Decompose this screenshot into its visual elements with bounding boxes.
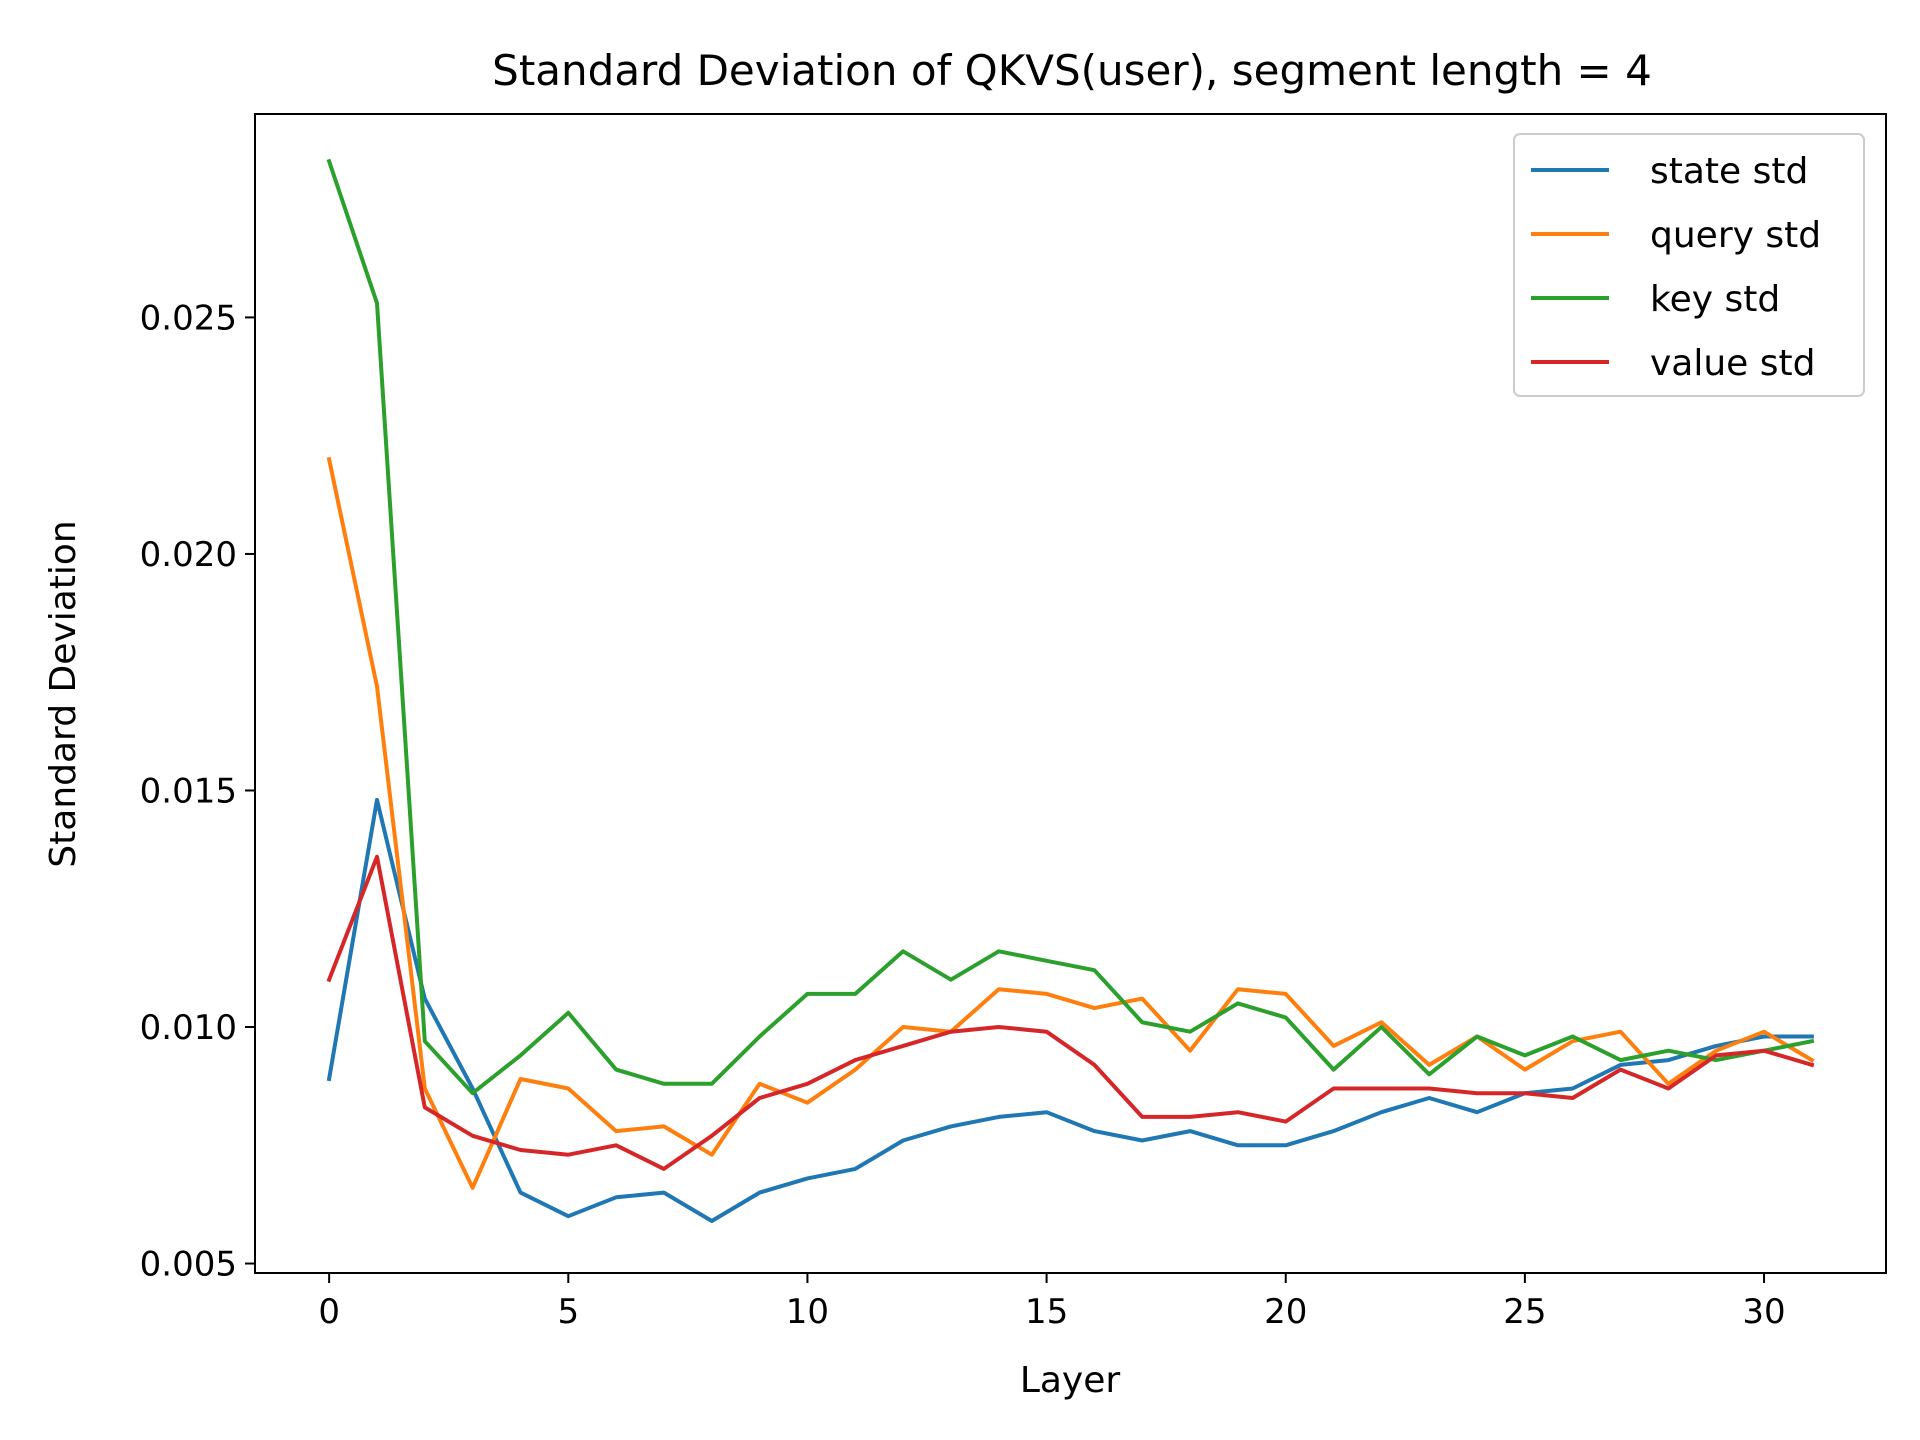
legend-item-state-std: state std [1531, 151, 1808, 192]
legend-item-query-std: query std [1531, 215, 1821, 256]
y-tick-label: 0.025 [140, 298, 237, 338]
x-tick-label: 15 [1025, 1292, 1068, 1332]
y-tick-label: 0.005 [140, 1245, 237, 1285]
x-tick-label: 10 [786, 1292, 829, 1332]
x-tick-label: 20 [1264, 1292, 1307, 1332]
series-line-query-std [326, 456, 1815, 1190]
x-tick-label: 0 [318, 1292, 340, 1332]
series-line-value-std [326, 854, 1815, 1171]
legend-item-key-std: key std [1531, 279, 1780, 320]
legend-label: value std [1650, 343, 1816, 384]
legend-label: state std [1650, 151, 1808, 192]
series-line-key-std [326, 158, 1815, 1096]
x-tick-label: 30 [1742, 1292, 1785, 1332]
y-tick-label: 0.020 [140, 535, 237, 575]
legend-label: query std [1650, 215, 1821, 256]
x-axis-label: Layer [1020, 1360, 1121, 1401]
series-line-state-std [326, 797, 1814, 1223]
legend-frame [1513, 133, 1865, 397]
y-axis-label: Standard Deviation [43, 520, 84, 867]
axis-ticks: 0 5 10 15 20 25 30 0.005 0.010 0.015 0.020 0.025 [140, 298, 1786, 1332]
x-tick-label: 5 [557, 1292, 579, 1332]
y-tick-label: 0.010 [140, 1008, 237, 1048]
y-tick-label: 0.015 [140, 771, 237, 811]
chart-title: Standard Deviation of QKVS(user), segmen… [492, 46, 1652, 95]
legend-label: key std [1650, 279, 1780, 320]
legend: state std query std key std value std [1513, 133, 1865, 397]
plot-area-frame [254, 113, 1887, 1274]
x-tick-label: 25 [1503, 1292, 1546, 1332]
series-layer [326, 158, 1815, 1223]
legend-item-value-std: value std [1531, 343, 1816, 384]
